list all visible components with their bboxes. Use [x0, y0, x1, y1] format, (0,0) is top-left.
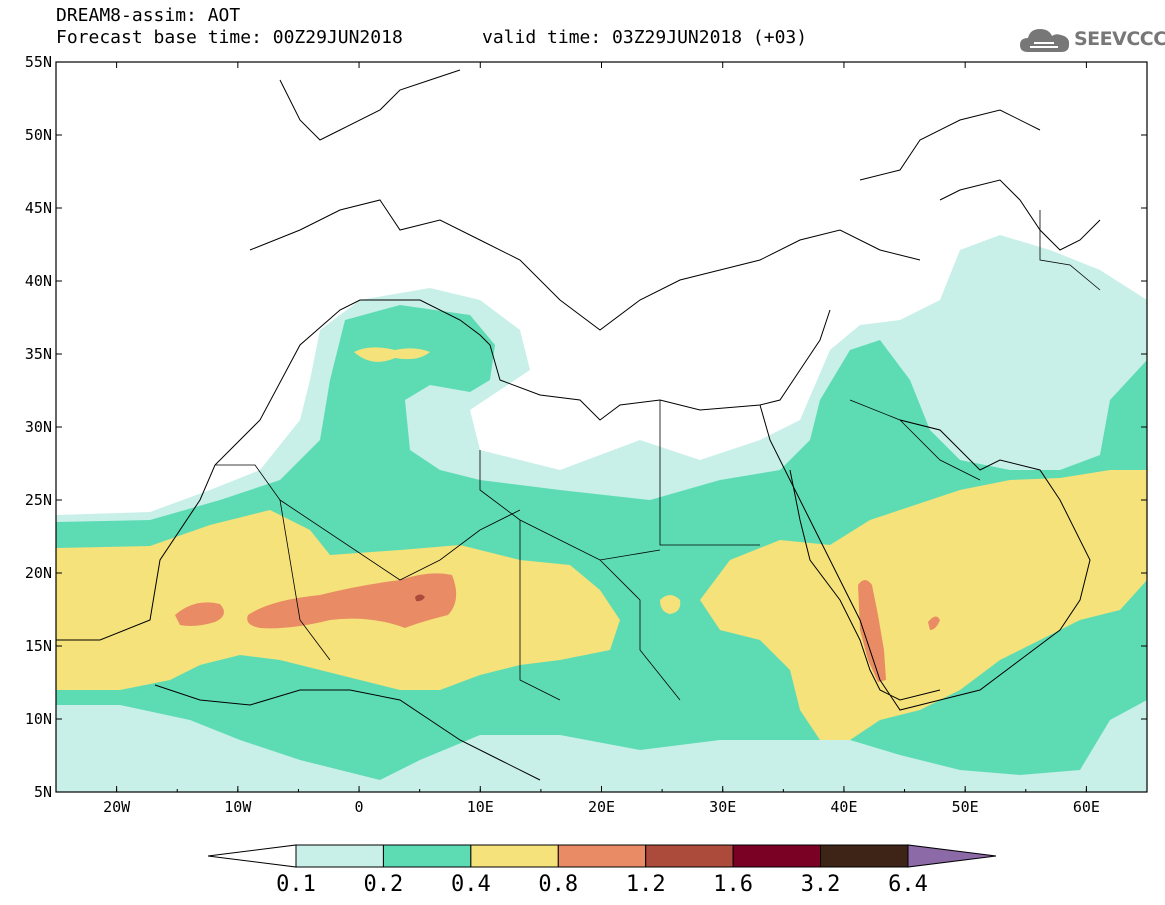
cloud-icon — [1020, 29, 1070, 52]
colorbar — [207, 844, 997, 868]
aot-band-0.4-atlas — [354, 347, 430, 362]
longitude-label: 20E — [588, 798, 615, 816]
aot-contours — [56, 235, 1147, 792]
colorbar-segment — [470, 844, 559, 868]
longitude-label: 0 — [355, 798, 364, 816]
colorbar-tick-label: 0.8 — [538, 872, 578, 897]
longitude-label: 60E — [1073, 798, 1100, 816]
longitude-label: 10W — [224, 798, 252, 816]
colorbar-tick-label: 1.6 — [713, 872, 753, 897]
longitude-label: 10E — [467, 798, 494, 816]
latitude-label: 55N — [25, 53, 52, 71]
logo-text: SEEVCCC — [1074, 28, 1165, 50]
colorbar-segment — [557, 844, 647, 868]
colorbar-over-arrow — [907, 844, 997, 868]
aot-band-0.4-east — [700, 470, 1147, 740]
latitude-label: 20N — [25, 564, 52, 582]
colorbar-tick-label: 3.2 — [801, 872, 841, 897]
colorbar-labels: 0.1 0.2 0.4 0.8 1.2 1.6 3.2 6.4 — [276, 872, 928, 897]
seevccc-logo: SEEVCCC — [1018, 22, 1165, 58]
country-borders — [215, 210, 1101, 701]
latitude-label: 50N — [25, 126, 52, 144]
aot-band-1.2 — [415, 594, 425, 602]
coastlines — [56, 69, 1101, 781]
latitude-label: 10N — [25, 710, 52, 728]
axis-ticks — [55, 61, 1148, 793]
latitude-label: 40N — [25, 272, 52, 290]
colorbar-tick-label: 1.2 — [626, 872, 666, 897]
longitude-label: 40E — [830, 798, 857, 816]
colorbar-segment — [820, 844, 909, 868]
aot-band-0.8-west — [175, 602, 224, 626]
latitude-label: 35N — [25, 345, 52, 363]
forecast-base-time: Forecast base time: 00Z29JUN2018 — [56, 27, 403, 48]
longitude-label: 50E — [952, 798, 979, 816]
colorbar-tick-label: 0.2 — [364, 872, 404, 897]
longitude-labels: 20W 10W 0 10E 20E 30E 40E 50E 60E — [103, 798, 1100, 816]
colorbar-segment — [645, 844, 734, 868]
map-title: DREAM8-assim: AOT — [56, 5, 241, 26]
aot-band-0.8-redsea — [858, 580, 886, 682]
aot-band-0.8-yemen — [928, 616, 940, 630]
colorbar-tick-label: 0.4 — [451, 872, 491, 897]
latitude-label: 30N — [25, 418, 52, 436]
longitude-label: 30E — [709, 798, 736, 816]
latitude-label: 5N — [34, 783, 52, 801]
colorbar-segment — [382, 844, 472, 868]
longitude-label: 20W — [103, 798, 131, 816]
colorbar-under-arrow — [207, 844, 297, 868]
latitude-label: 25N — [25, 491, 52, 509]
latitude-label: 45N — [25, 199, 52, 217]
latitude-labels: 55N 50N 45N 40N 35N 30N 25N 20N 15N 10N 5N — [25, 53, 52, 801]
colorbar-tick-label: 0.1 — [276, 872, 316, 897]
colorbar-tick-label: 6.4 — [888, 872, 928, 897]
aot-band-0.4-spot — [660, 595, 681, 614]
colorbar-segment — [732, 844, 822, 868]
valid-time: valid time: 03Z29JUN2018 (+03) — [482, 27, 808, 48]
latitude-label: 15N — [25, 637, 52, 655]
colorbar-segment — [295, 844, 384, 868]
